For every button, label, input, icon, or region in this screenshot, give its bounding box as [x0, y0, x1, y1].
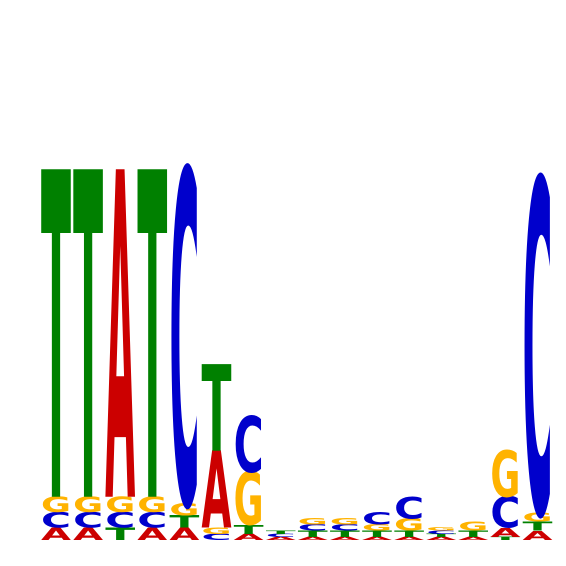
logo-letter-c-pos-16: C — [523, 87, 553, 566]
logo-letter-g-pos-15: G — [490, 439, 520, 513]
logo-letter-g-pos-16: G — [523, 510, 553, 524]
logo-letter-g-pos-11: G — [362, 523, 392, 533]
logo-letter-g-pos-4: G — [137, 493, 167, 518]
logo-letter-a-pos-11: A — [362, 536, 393, 541]
logo-letter-g-pos-5: G — [169, 500, 199, 520]
logo-letter-t-pos-16: T — [523, 519, 553, 534]
logo-letter-t-pos-6: T — [202, 342, 232, 480]
logo-letter-a-pos-1: A — [41, 525, 71, 545]
logo-letter-g-pos-14: G — [458, 520, 488, 534]
logo-letter-t-pos-10: T — [330, 529, 361, 539]
logo-letter-t-pos-5: T — [169, 512, 199, 532]
logo-letter-g-pos-1: G — [41, 493, 71, 518]
logo-letter-a-pos-6: A — [202, 429, 232, 553]
logo-letter-g-pos-7: G — [234, 459, 264, 542]
logo-letter-c-pos-4: C — [137, 508, 167, 533]
logo-letter-t-pos-7: T — [234, 522, 264, 537]
logo-letter-t-pos-4: T — [137, 82, 167, 566]
logo-column-8: ACT — [266, 530, 297, 541]
logo-letter-c-pos-2: C — [73, 508, 103, 533]
logo-letter-t-pos-1: T — [41, 82, 71, 566]
logo-letter-a-pos-7: A — [234, 532, 264, 542]
logo-letter-t-pos-8: T — [266, 530, 297, 535]
logo-letter-c-pos-1: C — [41, 508, 71, 533]
logo-column-14: ATG — [458, 520, 489, 542]
logo-letter-g-pos-9: G — [298, 517, 328, 527]
logo-letter-g-pos-6: G — [202, 526, 232, 536]
logo-letter-c-pos-10: C — [330, 523, 360, 533]
logo-letter-a-pos-12: A — [394, 536, 425, 541]
logo-letter-c-pos-9: C — [298, 523, 328, 533]
logo-letter-a-pos-10: A — [330, 536, 361, 541]
logo-letter-c-pos-7: C — [234, 402, 264, 491]
logo-letter-c-pos-6: C — [202, 532, 232, 542]
logo-letter-g-pos-12: G — [394, 515, 424, 535]
logo-letter-t-pos-14: T — [458, 529, 489, 539]
logo-letter-a-pos-13: A — [426, 536, 457, 541]
logo-letter-t-pos-15: T — [490, 536, 521, 541]
logo-letter-t-pos-13: T — [426, 533, 457, 538]
logo-letter-c-pos-3: C — [105, 508, 135, 533]
logo-letter-a-pos-8: A — [266, 536, 297, 541]
logo-letter-t-pos-12: T — [394, 529, 425, 539]
logo-letter-c-pos-8: C — [266, 533, 296, 538]
logo-letter-c-pos-15: C — [490, 488, 520, 538]
logo-letter-a-pos-4: A — [137, 525, 167, 545]
logo-letter-g-pos-10: G — [330, 517, 360, 527]
logo-letter-c-pos-12: C — [394, 492, 424, 526]
logo-letter-g-pos-13: G — [426, 527, 456, 532]
logo-letter-g-pos-2: G — [73, 493, 103, 518]
logo-letter-a-pos-9: A — [298, 536, 329, 541]
logo-letter-c-pos-5: C — [169, 78, 199, 566]
logo-letter-t-pos-2: T — [73, 82, 103, 566]
logo-letter-t-pos-3: T — [105, 524, 135, 544]
logo-letter-t-pos-9: T — [298, 529, 329, 539]
logo-letter-a-pos-3: A — [105, 81, 135, 566]
logo-letter-a-pos-15: A — [490, 525, 521, 540]
logo-letter-a-pos-5: A — [169, 525, 199, 545]
logo-letter-a-pos-14: A — [458, 536, 489, 541]
logo-letter-a-pos-16: A — [523, 528, 554, 543]
logo-letter-a-pos-2: A — [73, 525, 103, 545]
logo-letter-c-pos-11: C — [362, 509, 392, 529]
logo-letter-t-pos-11: T — [362, 529, 393, 539]
logo-letter-g-pos-3: G — [105, 493, 135, 518]
logo-letter-c-pos-13: C — [426, 530, 456, 535]
